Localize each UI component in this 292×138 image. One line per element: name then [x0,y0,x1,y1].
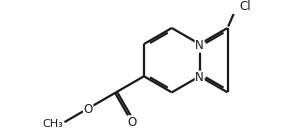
Text: CH₃: CH₃ [42,119,63,129]
Text: Cl: Cl [239,0,251,13]
Text: N: N [195,39,204,52]
Text: N: N [195,71,204,84]
Text: O: O [84,104,93,116]
Text: O: O [128,116,137,129]
